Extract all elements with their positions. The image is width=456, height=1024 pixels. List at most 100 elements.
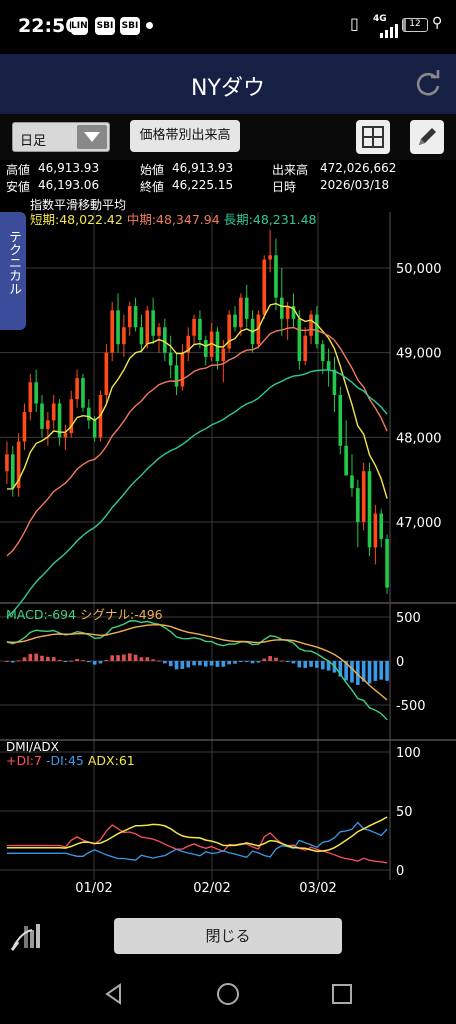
period-select[interactable]: 日足 xyxy=(12,122,110,152)
candle-body xyxy=(22,411,27,442)
macd-histogram-bar xyxy=(279,660,284,662)
battery-level-fill xyxy=(403,19,406,31)
back-icon[interactable] xyxy=(100,980,128,1008)
minus-di-label: -DI:45 xyxy=(45,753,84,768)
candle-body xyxy=(163,327,167,353)
dmi-tick-label: 0 xyxy=(396,864,404,879)
candle-body xyxy=(356,488,360,522)
candle-body xyxy=(320,344,325,362)
macd-histogram-bar xyxy=(180,661,185,669)
sbi-app-icon-2: SBI xyxy=(120,17,140,35)
candle-body xyxy=(81,378,85,408)
plus-di-line xyxy=(6,824,388,864)
macd-panel xyxy=(5,620,389,721)
candle-body xyxy=(361,471,366,522)
candle-body xyxy=(344,445,348,476)
macd-histogram-bar xyxy=(75,659,79,661)
chart-tool-icon[interactable] xyxy=(10,920,44,954)
ema-title: 指数平滑移動平均 xyxy=(30,198,127,212)
candle-body xyxy=(227,314,231,349)
candle-body xyxy=(291,306,296,319)
candle-body xyxy=(139,327,144,345)
macd-legend: MACD:-694 シグナル:-496 xyxy=(6,604,163,623)
ema-mid-label: 中期:48,347.94 xyxy=(126,212,220,227)
plus-di-label: +DI:7 xyxy=(6,753,42,768)
candle-body xyxy=(174,365,179,387)
chart-area[interactable]: 50,000 49,000 48,000 47,000 500 0 -500 100 50 0 01… xyxy=(0,194,456,906)
candle-body xyxy=(145,310,150,345)
grid-layout-button[interactable] xyxy=(356,120,390,154)
signal-label: シグナル:-496 xyxy=(80,607,163,622)
macd-histogram-bar xyxy=(92,661,97,665)
chart-canvas[interactable]: 50,00049,00048,00047,0005000-50010050001… xyxy=(0,194,456,906)
close-button[interactable]: 閉じる xyxy=(114,918,342,954)
candle-body xyxy=(69,399,74,434)
candle-body xyxy=(385,538,389,588)
ema-mid-line xyxy=(6,326,388,557)
bottom-bar: 閉じる xyxy=(0,906,456,964)
ema-legend: 短期:48,022.42 中期:48,347.94 長期:48,231.48 xyxy=(30,209,317,228)
high-value: 46,913.93 xyxy=(38,161,100,175)
close-value: 46,225.15 xyxy=(172,178,234,192)
price-tick-label: 50,000 xyxy=(396,262,442,277)
candle-body xyxy=(198,318,202,340)
macd-histogram-bar xyxy=(215,661,220,667)
candle-body xyxy=(86,407,91,421)
refresh-icon[interactable] xyxy=(412,68,444,100)
candle-body xyxy=(63,433,68,438)
macd-histogram-bar xyxy=(209,661,214,666)
open-value: 46,913.93 xyxy=(172,161,234,175)
macd-histogram-bar xyxy=(309,661,313,667)
candle-body xyxy=(239,297,243,328)
system-nav-bar xyxy=(0,964,456,1024)
date-label: 日時 xyxy=(272,180,297,194)
signal-line xyxy=(6,623,388,701)
macd-histogram-bar xyxy=(379,661,384,680)
candle-body xyxy=(262,259,267,315)
high-label: 高値 xyxy=(6,163,31,177)
macd-histogram-bar xyxy=(168,661,173,667)
candle-body xyxy=(122,327,126,345)
price-volume-button[interactable]: 価格帯別出来高 xyxy=(130,120,240,152)
candle-body xyxy=(92,420,97,438)
adx-label: ADX:61 xyxy=(87,753,135,768)
macd-histogram-bar xyxy=(285,661,290,662)
macd-histogram-bar xyxy=(268,656,272,661)
macd-histogram-bar xyxy=(297,661,302,668)
candle-body xyxy=(221,348,226,362)
candle-body xyxy=(373,513,378,548)
candle-body xyxy=(192,318,196,336)
candle-body xyxy=(297,318,302,362)
recents-icon[interactable] xyxy=(328,980,356,1008)
candle-body xyxy=(303,335,308,362)
candle-body xyxy=(51,403,56,421)
chart-toolbar: 日足 価格帯別出来高 xyxy=(0,114,456,160)
macd-histogram-bar xyxy=(262,658,267,661)
dmi-legend: +DI:7 -DI:45 ADX:61 xyxy=(6,753,135,768)
macd-histogram-bar xyxy=(320,661,325,670)
draw-tool-button[interactable] xyxy=(410,120,444,154)
macd-histogram-bar xyxy=(291,661,296,664)
technical-tab[interactable]: テクニカル xyxy=(0,212,26,330)
date-tick-label: 02/02 xyxy=(193,881,230,896)
home-icon[interactable] xyxy=(214,980,242,1008)
candle-body xyxy=(233,314,237,328)
candle-body xyxy=(116,310,120,345)
date-tick-label: 01/02 xyxy=(75,881,112,896)
ema-lines xyxy=(6,302,388,618)
line-app-icon: LINE xyxy=(71,17,94,35)
candlestick-series xyxy=(5,229,389,594)
macd-histogram-bar xyxy=(227,661,231,665)
candle-body xyxy=(379,513,384,539)
candle-body xyxy=(186,335,191,353)
candle-body xyxy=(274,255,278,298)
macd-histogram-bar xyxy=(361,661,366,682)
volume-value: 472,026,662 xyxy=(320,161,397,175)
notification-dot-icon xyxy=(146,22,153,29)
candle-body xyxy=(315,314,319,345)
ema-short-label: 短期:48,022.42 xyxy=(30,212,123,227)
chevron-down-icon[interactable] xyxy=(77,125,107,149)
macd-histogram-bar xyxy=(344,661,348,681)
candle-body xyxy=(203,339,208,357)
macd-histogram-bar xyxy=(203,661,208,667)
